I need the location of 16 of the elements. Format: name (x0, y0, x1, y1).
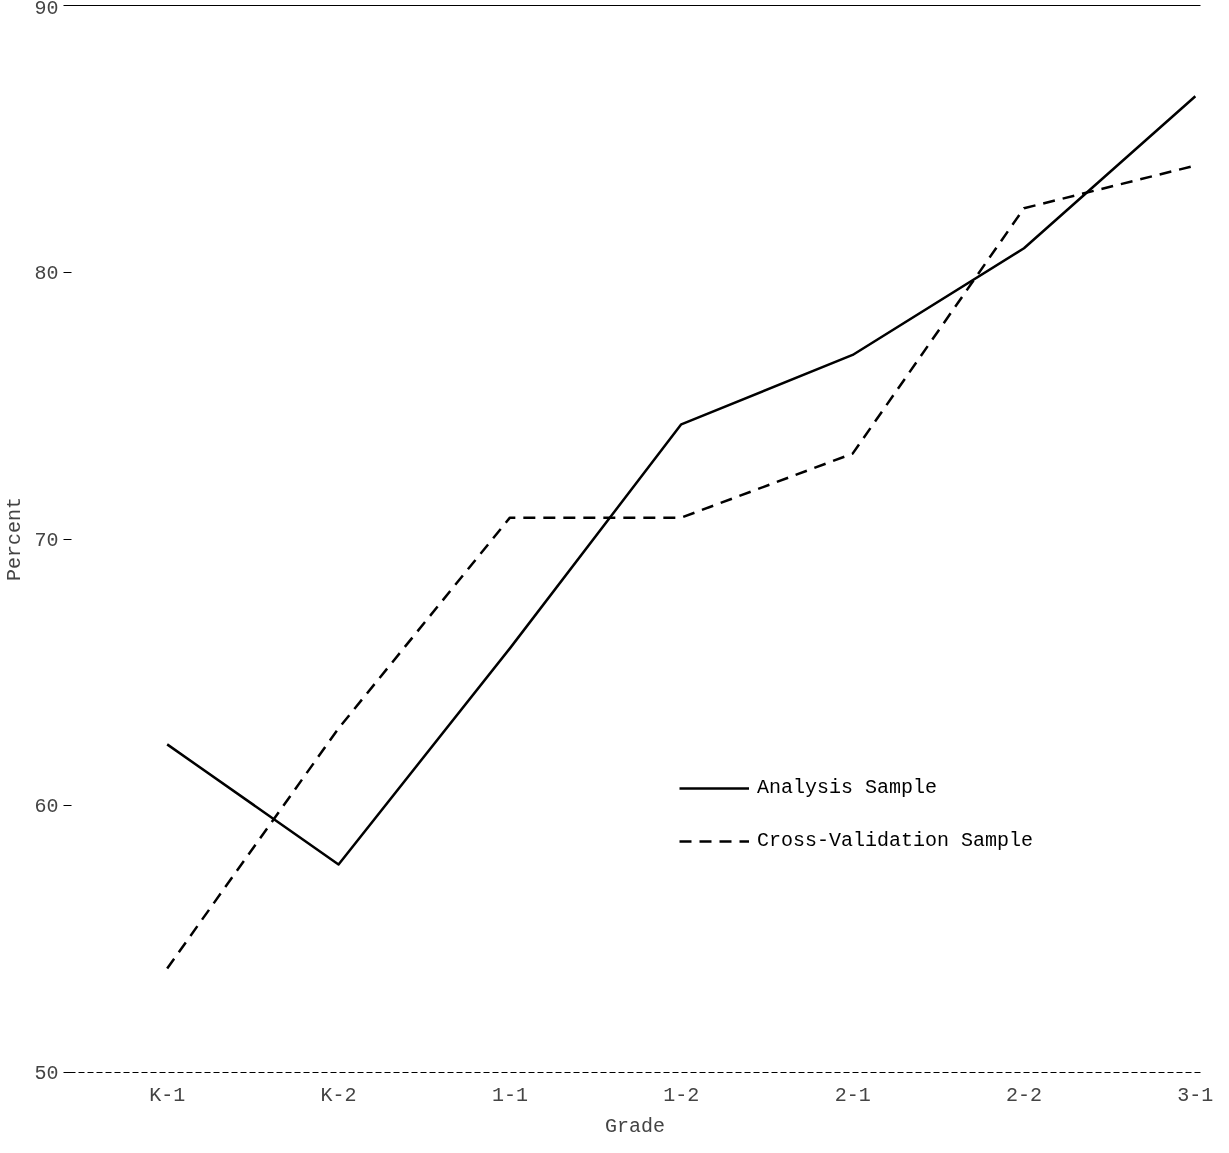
x-axis-title: Grade (605, 1114, 666, 1138)
x-tick-label: 2-1 (834, 1083, 871, 1107)
y-axis-title: Percent (3, 496, 27, 582)
y-tick-label: 70 (34, 528, 59, 552)
legend-label: Cross-Validation Sample (757, 829, 1034, 852)
y-tick-label: 90 (34, 0, 59, 20)
x-tick-label: 2-2 (1005, 1083, 1043, 1107)
x-tick-label: 1-2 (663, 1083, 700, 1107)
x-tick-label: 3-1 (1177, 1083, 1214, 1107)
legend-label: Analysis Sample (757, 776, 938, 799)
x-tick-label: 1-1 (491, 1083, 528, 1107)
x-tick-label: K-2 (320, 1083, 357, 1107)
x-tick-label: K-1 (149, 1083, 186, 1107)
y-tick-label: 80 (34, 261, 59, 285)
y-tick-label: 50 (34, 1062, 59, 1085)
y-tick-label: 60 (34, 795, 59, 819)
